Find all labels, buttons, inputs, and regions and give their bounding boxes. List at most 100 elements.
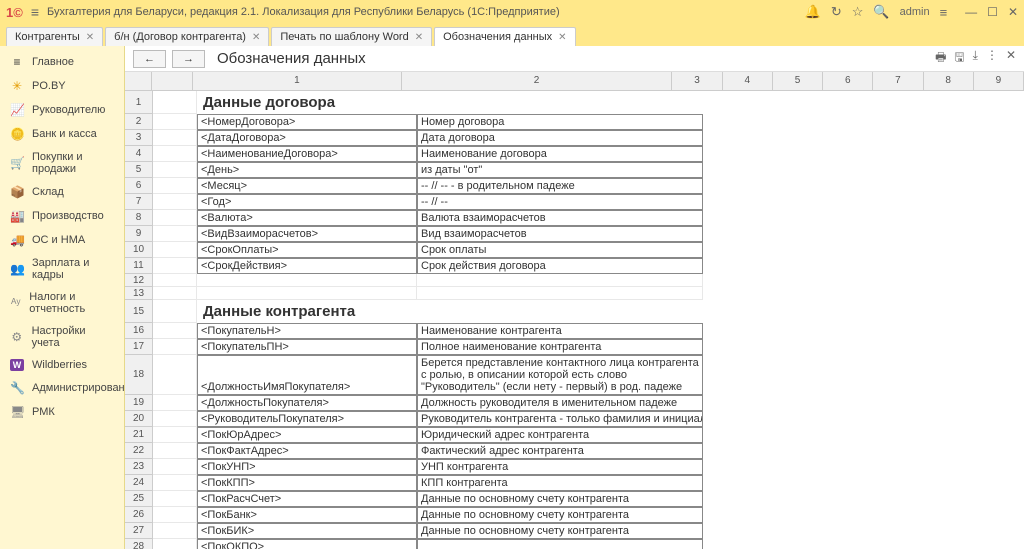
minimize-icon[interactable]: — [965,5,977,19]
tab[interactable]: б/н (Договор контрагента)✕ [105,27,269,46]
cell[interactable]: Валюта взаиморасчетов [417,210,703,226]
print-icon[interactable]: 🖶 [935,48,946,69]
row-header[interactable]: 3 [125,130,153,146]
sidebar-item[interactable]: ⚙Настройки учета [0,320,124,354]
cell[interactable]: <ВидВзаиморасчетов> [197,226,417,242]
cell[interactable]: <ПокРасчСчет> [197,491,417,507]
cell[interactable]: -- // -- - в родительном падеже [417,178,703,194]
cell[interactable]: Данные по основному счету контрагента [417,491,703,507]
cell[interactable]: <Месяц> [197,178,417,194]
row-header[interactable]: 4 [125,146,153,162]
row-header[interactable]: 15 [125,300,153,323]
back-button[interactable]: ← [133,50,166,68]
export-icon[interactable]: ⤓ [973,48,978,69]
cell[interactable]: Срок оплаты [417,242,703,258]
history-icon[interactable]: ↻ [831,4,842,20]
cell[interactable] [417,539,703,549]
tab[interactable]: Печать по шаблону Word✕ [271,27,432,46]
row-header[interactable]: 8 [125,210,153,226]
row-header[interactable]: 24 [125,475,153,491]
cell[interactable]: <НаименованиеДоговора> [197,146,417,162]
row-header[interactable]: 20 [125,411,153,427]
cell[interactable]: <ПокФактАдрес> [197,443,417,459]
cell[interactable]: <ПокупательН> [197,323,417,339]
cell[interactable]: УНП контрагента [417,459,703,475]
cell[interactable]: <СрокОплаты> [197,242,417,258]
star-icon[interactable]: ☆ [852,4,864,20]
row-header[interactable]: 16 [125,323,153,339]
sidebar-item[interactable]: 🖥РМК [0,400,124,424]
cell[interactable]: <ПокКПП> [197,475,417,491]
cell[interactable]: <ДолжностьИмяПокупателя> [197,355,417,395]
row-header[interactable]: 19 [125,395,153,411]
cell[interactable]: <ПокУНП> [197,459,417,475]
cell[interactable]: Юридический адрес контрагента [417,427,703,443]
cell[interactable]: <Год> [197,194,417,210]
row-header[interactable]: 18 [125,355,153,395]
row-header[interactable]: 26 [125,507,153,523]
cell[interactable]: <РуководительПокупателя> [197,411,417,427]
cell[interactable]: <ПокЮрАдрес> [197,427,417,443]
cell[interactable]: <День> [197,162,417,178]
cell[interactable]: Наименование договора [417,146,703,162]
settings-icon[interactable]: ≡ [940,5,948,20]
cell[interactable]: <СрокДействия> [197,258,417,274]
tab-close-icon[interactable]: ✕ [415,32,423,43]
row-header[interactable]: 17 [125,339,153,355]
cell[interactable]: Дата договора [417,130,703,146]
cell[interactable]: Наименование контрагента [417,323,703,339]
col-header[interactable]: 2 [402,72,673,90]
row-header[interactable]: 5 [125,162,153,178]
sidebar-item[interactable]: 📦Склад [0,180,124,204]
sidebar-item[interactable]: 🏭Производство [0,204,124,228]
cell[interactable]: Данные по основному счету контрагента [417,507,703,523]
cell[interactable]: Полное наименование контрагента [417,339,703,355]
cell[interactable]: Срок действия договора [417,258,703,274]
cell[interactable]: из даты "от" [417,162,703,178]
row-header[interactable]: 2 [125,114,153,130]
row-header[interactable]: 9 [125,226,153,242]
cell[interactable]: <ДолжностьПокупателя> [197,395,417,411]
sidebar-item[interactable]: 🔧Администрирование [0,376,124,400]
col-header[interactable]: 4 [723,72,773,90]
cell[interactable]: Фактический адрес контрагента [417,443,703,459]
col-header[interactable]: 1 [193,72,401,90]
row-header[interactable]: 7 [125,194,153,210]
col-header[interactable]: 8 [924,72,974,90]
maximize-icon[interactable]: ☐ [987,5,998,19]
col-header[interactable]: 7 [873,72,923,90]
sidebar-item[interactable]: 🪙Банк и касса [0,122,124,146]
tab-close-icon[interactable]: ✕ [558,32,566,43]
bell-icon[interactable]: 🔔 [805,4,821,20]
search-icon[interactable]: 🔍 [873,4,889,20]
row-header[interactable]: 1 [125,91,153,114]
sidebar-item[interactable]: ✳PO.BY [0,74,124,98]
menu-icon[interactable]: ≡ [31,4,39,20]
tab[interactable]: Контрагенты✕ [6,27,103,46]
row-header[interactable]: 11 [125,258,153,274]
cell[interactable]: КПП контрагента [417,475,703,491]
row-header[interactable]: 21 [125,427,153,443]
cell[interactable]: Номер договора [417,114,703,130]
col-header[interactable]: 3 [672,72,722,90]
row-header[interactable]: 13 [125,287,153,300]
col-header[interactable]: 5 [773,72,823,90]
sidebar-item[interactable]: 👥Зарплата и кадры [0,252,124,286]
more-icon[interactable]: ⋮ [986,48,998,69]
cell[interactable]: <Валюта> [197,210,417,226]
tab-close-icon[interactable]: ✕ [252,32,260,43]
row-header[interactable]: 6 [125,178,153,194]
user-label[interactable]: admin [900,6,930,18]
row-header[interactable]: 10 [125,242,153,258]
cell[interactable]: Вид взаиморасчетов [417,226,703,242]
cell[interactable]: <ПокБанк> [197,507,417,523]
row-header[interactable]: 27 [125,523,153,539]
cell[interactable]: <НомерДоговора> [197,114,417,130]
sidebar-item[interactable]: 🚚ОС и НМА [0,228,124,252]
sidebar-item[interactable]: 📈Руководителю [0,98,124,122]
row-header[interactable]: 28 [125,539,153,549]
sidebar-item[interactable]: ᴬʸНалоги и отчетность [0,286,124,320]
row-header[interactable]: 22 [125,443,153,459]
sidebar-item[interactable]: 🛒Покупки и продажи [0,146,124,180]
save-icon[interactable]: 🖫 [954,48,964,69]
